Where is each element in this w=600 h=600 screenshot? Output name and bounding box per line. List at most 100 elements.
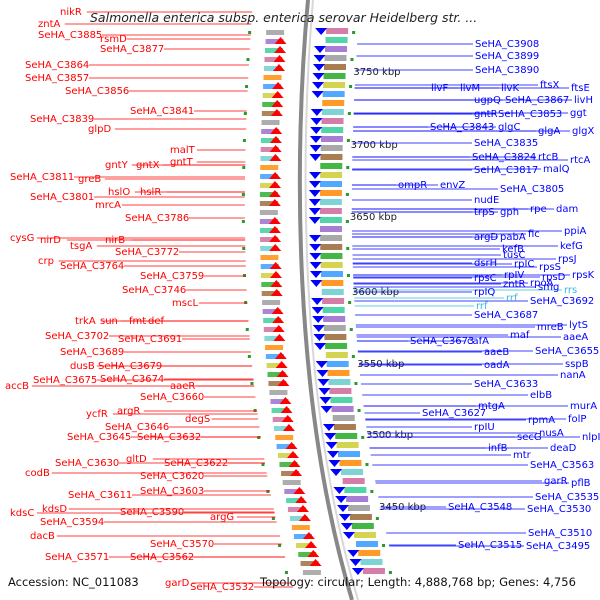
minor-tick [242, 247, 246, 250]
forward-gene-arrow [309, 154, 322, 161]
right-gene-label: rpmA [528, 415, 555, 426]
minor-tick [266, 490, 270, 493]
reverse-gene-arrow [272, 82, 285, 89]
minor-tick [243, 112, 247, 115]
feature-stripe [321, 280, 344, 286]
kbp-tick-label: 3700 kbp [351, 140, 398, 151]
feature-stripe [284, 489, 303, 494]
feature-stripe [281, 471, 300, 476]
feature-stripe [320, 253, 343, 259]
left-gene-label: nirD [40, 235, 61, 246]
feature-stripe [320, 163, 343, 169]
reverse-gene-arrow [272, 316, 285, 323]
forward-gene-arrow [330, 469, 343, 476]
feature-stripe [325, 37, 348, 43]
left-gene-label: crp [38, 256, 54, 267]
right-gene-label: SeHA_C3633 [474, 379, 538, 390]
forward-gene-arrow [308, 190, 321, 197]
left-gene-label: garD [165, 578, 190, 589]
forward-gene-arrow [308, 208, 321, 215]
left-gene-label: zntA [38, 19, 61, 30]
left-gene-label: SeHA_C3856 [65, 86, 129, 97]
right-gene-label: rpoA [530, 278, 554, 289]
minor-tick [250, 382, 254, 385]
left-gene-label: mscL [172, 298, 198, 309]
right-gene-label: livK [501, 83, 519, 94]
reverse-gene-arrow [277, 379, 290, 386]
forward-gene-arrow [340, 523, 353, 530]
left-gene-label: cysG [10, 233, 34, 244]
right-gene-label: SeHA_C3510 [528, 528, 592, 539]
left-gene-label: SeHA_C3620 [140, 471, 204, 482]
right-gene-label: maf [510, 330, 530, 341]
right-gene-label: rpIC [514, 259, 534, 270]
forward-gene-arrow [333, 487, 346, 494]
left-gene-label: degS [185, 414, 210, 425]
left-gene-label: accB [5, 381, 29, 392]
left-gene-label: SeHA_C3786 [125, 213, 189, 224]
right-gene-label: SeHA_C3495 [526, 541, 590, 552]
forward-gene-arrow [325, 442, 338, 449]
right-gene-label: ggt [570, 108, 587, 119]
forward-gene-arrow [309, 253, 322, 260]
feature-stripe [320, 262, 343, 268]
right-gene-label: kefG [560, 241, 583, 252]
feature-stripe [259, 228, 278, 233]
right-gene-label: SeHA_C3563 [530, 460, 594, 471]
minor-tick [350, 58, 354, 61]
left-gene-label: SeHA_C3570 [150, 539, 214, 550]
reverse-gene-arrow [305, 541, 318, 548]
right-gene-label: glgA [538, 126, 560, 137]
feature-stripe [344, 487, 367, 493]
left-gene-label: gntT [170, 157, 194, 168]
feature-stripe [320, 154, 343, 160]
reverse-gene-arrow [272, 64, 285, 71]
feature-stripe [320, 235, 343, 241]
minor-tick [245, 85, 249, 88]
minor-tick [382, 544, 386, 547]
forward-gene-arrow [313, 334, 326, 341]
feature-stripe [319, 190, 342, 196]
feature-stripe [328, 379, 351, 385]
feature-stripe [260, 156, 279, 161]
minor-tick [345, 220, 349, 223]
feature-stripe [326, 361, 349, 367]
feature-stripe [320, 271, 343, 277]
feature-stripe [336, 442, 359, 448]
feature-stripe [323, 73, 346, 79]
feature-stripe [338, 451, 361, 457]
reverse-gene-arrow [269, 172, 282, 179]
feature-stripe [263, 318, 282, 323]
minor-tick [242, 139, 246, 142]
feature-stripe [291, 525, 310, 530]
feature-stripe [260, 174, 279, 179]
feature-stripe [349, 514, 372, 520]
feature-stripe [263, 75, 282, 80]
right-gene-label: SeHA_C3687 [474, 310, 538, 321]
reverse-gene-arrow [290, 469, 303, 476]
feature-stripe [260, 255, 279, 260]
right-gene-label: rrf [476, 301, 488, 312]
kbp-tick-label: 3650 kbp [350, 212, 397, 223]
minor-tick [347, 112, 351, 115]
reverse-gene-arrow [269, 244, 282, 251]
reverse-gene-arrow [293, 487, 306, 494]
right-gene-label: SeHA_C3673 [410, 336, 474, 347]
feature-stripe [356, 541, 379, 547]
feature-stripe [333, 424, 356, 430]
reverse-gene-arrow [281, 415, 294, 422]
feature-stripe [260, 273, 279, 278]
minor-tick [346, 139, 350, 142]
forward-gene-arrow [319, 397, 332, 404]
right-gene-label: nudE [474, 195, 499, 206]
feature-stripe [320, 172, 343, 178]
left-gene-label: aaeR [170, 381, 195, 392]
minor-tick [357, 409, 361, 412]
reverse-gene-arrow [275, 361, 288, 368]
feature-stripe [286, 498, 305, 503]
minor-tick [246, 58, 250, 61]
reverse-gene-arrow [271, 100, 284, 107]
left-gene-label: sun [100, 316, 118, 327]
forward-gene-arrow [309, 235, 322, 242]
reverse-gene-arrow [307, 550, 320, 557]
